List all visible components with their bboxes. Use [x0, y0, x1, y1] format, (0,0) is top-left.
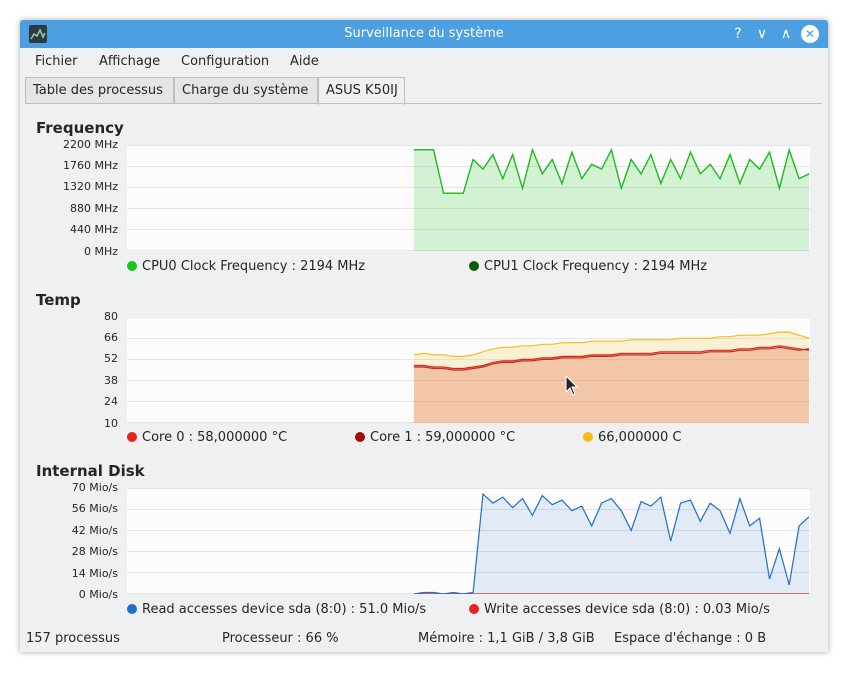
temp-y-tick: 66: [104, 331, 118, 344]
temp-y-tick: 10: [104, 417, 118, 430]
legend-temp3-swatch: [583, 432, 593, 442]
series-area-0: [413, 494, 809, 594]
close-button[interactable]: ✕: [801, 25, 819, 43]
frequency-y-tick: 440 MHz: [69, 223, 118, 236]
temp-y-tick: 80: [104, 310, 118, 323]
series-line-0: [413, 345, 810, 370]
frequency-title: Frequency: [36, 119, 124, 137]
frequency-y-tick: 0 MHz: [83, 245, 118, 258]
legend-read: Read accesses device sda (8:0) : 51.0 Mi…: [127, 602, 426, 617]
disk-y-tick: 28 Mio/s: [71, 545, 118, 558]
disk-y-tick: 14 Mio/s: [71, 567, 118, 580]
menu-configuration[interactable]: Configuration: [181, 54, 270, 69]
legend-write-label: Write accesses device sda (8:0) : 0.03 M…: [484, 602, 770, 617]
legend-core1-label: Core 1 : 59,000000 °C: [370, 430, 516, 445]
legend-core0-swatch: [127, 432, 137, 442]
plot-background: [127, 145, 810, 251]
legend-core1-swatch: [355, 432, 365, 442]
legend-cpu1-swatch: [469, 261, 479, 271]
temp-y-tick: 52: [104, 352, 118, 365]
series-line-2: [413, 331, 810, 358]
plot-background: [127, 317, 810, 423]
menu-aide[interactable]: Aide: [290, 54, 319, 69]
maximize-button[interactable]: ∧: [780, 26, 792, 42]
legend-core1: Core 1 : 59,000000 °C: [355, 430, 515, 445]
frequency-plot: [127, 145, 810, 251]
frequency-y-tick: 2200 MHz: [62, 138, 118, 151]
menu-affichage[interactable]: Affichage: [99, 54, 161, 69]
legend-cpu1-label: CPU1 Clock Frequency : 2194 MHz: [484, 259, 708, 274]
disk-plot: [127, 488, 810, 594]
status-swap: Espace d'échange : 0 B: [614, 631, 767, 646]
menu-fichier[interactable]: Fichier: [35, 54, 78, 69]
tab-divider: [25, 103, 822, 104]
window-title: Surveillance du système: [344, 26, 504, 41]
legend-core0-label: Core 0 : 58,000000 °C: [142, 430, 288, 445]
legend-cpu1: CPU1 Clock Frequency : 2194 MHz: [469, 259, 707, 274]
disk-y-tick: 56 Mio/s: [71, 502, 118, 515]
help-button[interactable]: ?: [734, 26, 742, 42]
disk-y-tick: 0 Mio/s: [78, 588, 118, 601]
legend-cpu0-swatch: [127, 261, 137, 271]
series-area-0: [413, 149, 809, 251]
series-line-0: [413, 147, 810, 194]
tab-table-des-processus[interactable]: Table des processus: [25, 77, 174, 103]
temp-plot: [127, 317, 810, 423]
legend-temp3-label: 66,000000 C: [598, 430, 682, 445]
minimize-button[interactable]: ∨: [756, 26, 768, 42]
legend-write: Write accesses device sda (8:0) : 0.03 M…: [469, 602, 770, 617]
series-line-1: [413, 346, 810, 371]
series-line-0: [413, 492, 810, 594]
legend-cpu0-label: CPU0 Clock Frequency : 2194 MHz: [142, 259, 366, 274]
system-monitor-app-icon: [29, 25, 47, 43]
legend-write-swatch: [469, 604, 479, 614]
disk-title: Internal Disk: [36, 462, 145, 480]
status-memory: Mémoire : 1,1 GiB / 3,8 GiB: [418, 631, 595, 646]
frequency-y-tick: 1760 MHz: [62, 159, 118, 172]
tab-charge-du-systeme[interactable]: Charge du système: [174, 77, 318, 103]
series-area-0: [413, 345, 809, 423]
plot-background: [127, 488, 810, 594]
legend-read-label: Read accesses device sda (8:0) : 51.0 Mi…: [142, 602, 427, 617]
frequency-y-tick: 880 MHz: [69, 202, 118, 215]
temp-y-tick: 24: [104, 395, 118, 408]
disk-y-tick: 42 Mio/s: [71, 524, 118, 537]
tab-asus-k50ij[interactable]: ASUS K50IJ: [318, 77, 405, 105]
status-cpu: Processeur : 66 %: [222, 631, 339, 646]
temp-y-tick: 38: [104, 374, 118, 387]
title-bar[interactable]: Surveillance du système ? ∨ ∧ ✕: [20, 20, 828, 48]
disk-y-tick: 70 Mio/s: [71, 481, 118, 494]
series-area-2: [413, 332, 809, 423]
temp-title: Temp: [36, 291, 81, 309]
legend-read-swatch: [127, 604, 137, 614]
legend-core0: Core 0 : 58,000000 °C: [127, 430, 287, 445]
system-monitor-window: Surveillance du système ? ∨ ∧ ✕ Fichier …: [20, 20, 828, 652]
frequency-y-tick: 1320 MHz: [62, 180, 118, 193]
mouse-cursor-icon: [565, 375, 579, 396]
legend-temp3: 66,000000 C: [583, 430, 682, 445]
legend-cpu0: CPU0 Clock Frequency : 2194 MHz: [127, 259, 365, 274]
menu-bar: Fichier Affichage Configuration Aide: [20, 48, 828, 76]
status-processes: 157 processus: [26, 631, 120, 646]
